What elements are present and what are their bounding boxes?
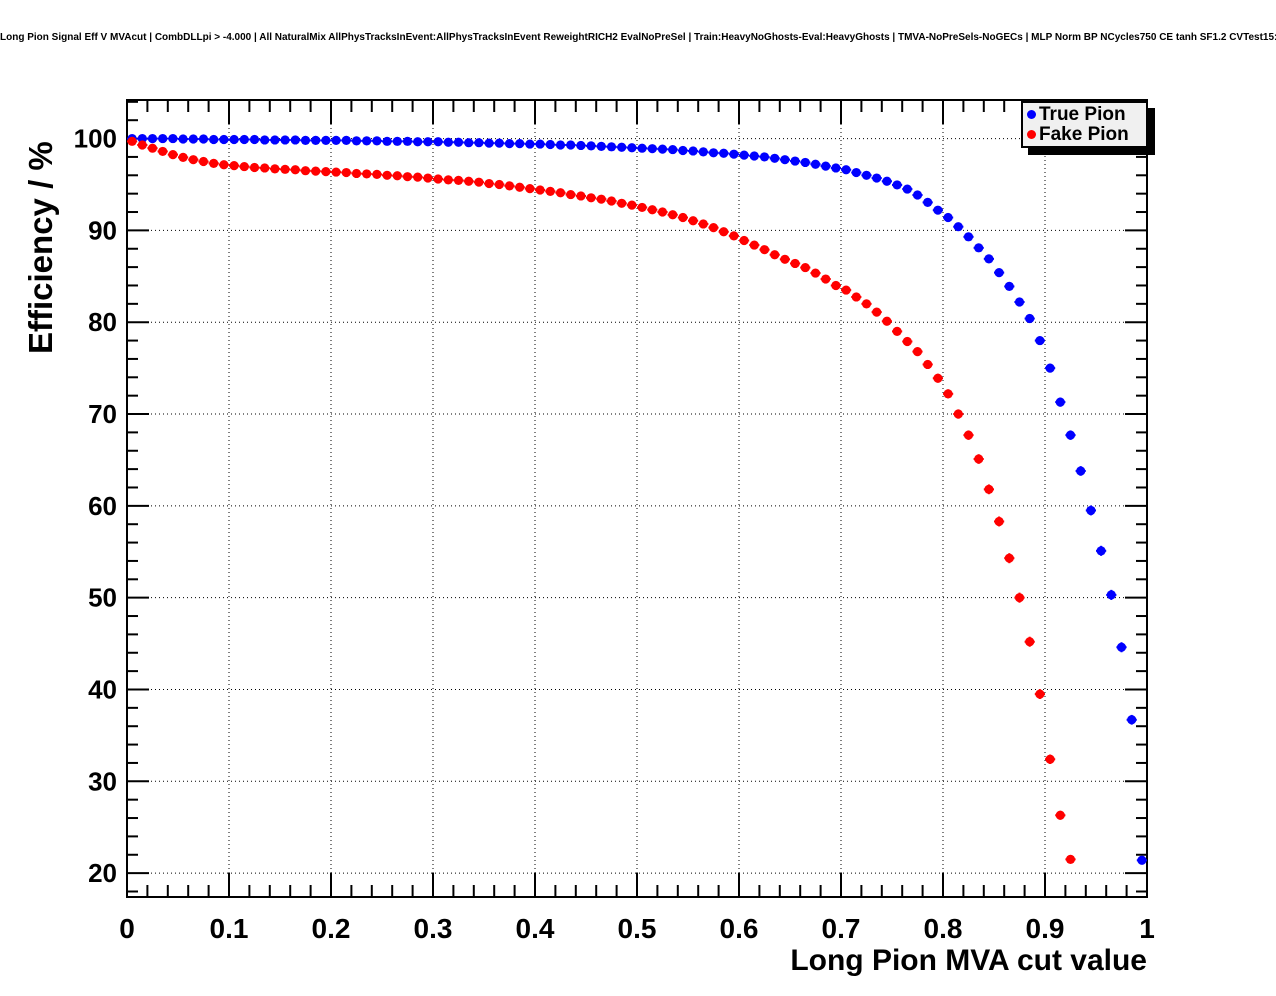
x-tick-label: 0.8	[924, 913, 963, 944]
y-tick-label: 100	[74, 124, 117, 154]
x-tick-label: 0.2	[312, 913, 351, 944]
legend-label: True Pion	[1039, 103, 1126, 125]
y-tick-label: 50	[88, 583, 117, 613]
plot-title: Long Pion Signal Eff V MVAcut | CombDLLp…	[0, 32, 1276, 43]
y-tick-label: 60	[88, 491, 117, 521]
y-tick-label: 90	[88, 215, 117, 245]
x-tick-label: 0	[119, 913, 135, 944]
x-tick-label: 0.5	[618, 913, 657, 944]
series-true-pion	[127, 133, 1147, 865]
legend-entry-true-pion: True Pion	[1027, 105, 1146, 124]
x-tick-label: 0.3	[414, 913, 453, 944]
y-tick-label: 20	[88, 858, 117, 888]
legend-label: Fake Pion	[1039, 124, 1129, 146]
x-tick-label: 0.4	[516, 913, 555, 944]
x-tick-label: 0.9	[1026, 913, 1065, 944]
x-tick-label: 0.7	[822, 913, 861, 944]
plot-frame	[126, 99, 1148, 898]
gridlines	[127, 100, 1147, 897]
y-tick-label: 40	[88, 674, 117, 704]
legend-marker-icon	[1027, 130, 1036, 140]
legend: True Pion Fake Pion	[1021, 101, 1148, 148]
y-axis-title: Efficiency / %	[22, 141, 59, 354]
axis-ticks	[126, 100, 1148, 897]
legend-entry-fake-pion: Fake Pion	[1027, 125, 1146, 144]
series-fake-pion	[127, 136, 1076, 864]
legend-marker-icon	[1027, 109, 1036, 119]
x-axis-title: Long Pion MVA cut value	[790, 944, 1147, 977]
tick-labels: 20 30 40 50 60 70 80 90 100 0 0.1 0.2 0.3 0.4 0.5 0.6 0.…	[74, 124, 1155, 944]
x-tick-label: 0.1	[210, 913, 249, 944]
x-tick-label: 0.6	[720, 913, 759, 944]
y-tick-label: 70	[88, 399, 117, 429]
y-tick-label: 80	[88, 307, 117, 337]
y-tick-label: 30	[88, 766, 117, 796]
x-tick-label: 1	[1139, 913, 1155, 944]
